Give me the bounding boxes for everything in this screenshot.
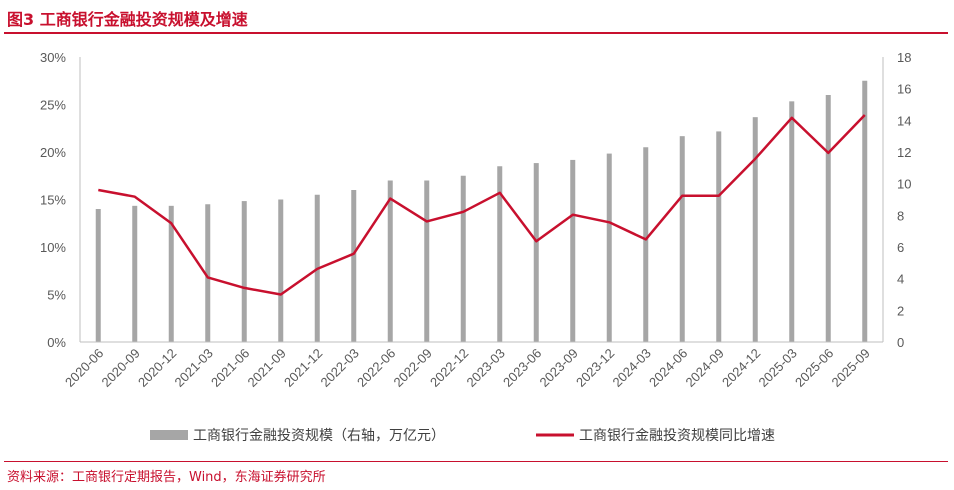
right-tick-label: 4 <box>897 272 904 287</box>
legend-bar-label: 工商银行金融投资规模（右轴，万亿元） <box>193 428 445 444</box>
bar-2021-06 <box>241 201 247 342</box>
right-tick-label: 10 <box>897 177 911 192</box>
bar-2024-06 <box>679 136 685 342</box>
footer-divider <box>4 461 948 462</box>
x-tick-label: 2023-03 <box>464 346 508 390</box>
x-tick-label: 2020-12 <box>135 346 179 390</box>
bar-2023-06 <box>533 163 539 342</box>
bar-2025-06 <box>825 95 831 342</box>
x-tick-label: 2021-09 <box>245 346 289 390</box>
left-tick-label: 0% <box>47 335 66 350</box>
legend-bar-swatch <box>150 430 188 440</box>
title-divider <box>4 32 948 34</box>
x-tick-label: 2020-06 <box>62 346 106 390</box>
x-tick-label: 2023-12 <box>573 346 617 390</box>
x-tick-label: 2021-06 <box>208 346 252 390</box>
bar-2020-06 <box>95 209 101 342</box>
x-tick-label: 2023-06 <box>500 346 544 390</box>
bar-2022-06 <box>387 180 393 342</box>
source-note: 资料来源：工商银行定期报告，Wind，东海证券研究所 <box>7 470 326 485</box>
x-tick-label: 2025-09 <box>829 346 873 390</box>
x-tick-label: 2020-09 <box>99 346 143 390</box>
x-tick-label: 2021-03 <box>172 346 216 390</box>
x-tick-label: 2024-06 <box>646 346 690 390</box>
x-tick-label: 2025-06 <box>792 346 836 390</box>
x-tick-label: 2023-09 <box>537 346 581 390</box>
bar-2025-03 <box>789 101 795 342</box>
x-tick-label: 2021-12 <box>281 346 325 390</box>
bar-2021-03 <box>205 204 211 342</box>
right-tick-label: 14 <box>897 113 911 128</box>
growth-line <box>98 114 866 296</box>
x-tick-label: 2024-09 <box>683 346 727 390</box>
bar-2023-03 <box>497 166 503 342</box>
right-tick-label: 18 <box>897 50 911 65</box>
bar-2024-12 <box>752 117 758 343</box>
right-tick-label: 2 <box>897 303 904 318</box>
x-tick-label: 2024-12 <box>719 346 763 390</box>
bar-2022-03 <box>351 190 357 342</box>
left-tick-label: 30% <box>40 50 66 65</box>
figure-title: 图3 工商银行金融投资规模及增速 <box>7 10 248 29</box>
chart: 0% 5% 10% 15% 20% 25% 30% 0 2 4 6 8 10 12 14 16 18 2020… <box>40 50 912 444</box>
legend-line-label: 工商银行金融投资规模同比增速 <box>579 428 775 444</box>
right-tick-label: 8 <box>897 208 904 223</box>
bar-2023-12 <box>606 153 612 342</box>
bar-2022-09 <box>424 180 430 342</box>
right-tick-label: 6 <box>897 240 904 255</box>
right-tick-label: 0 <box>897 335 904 350</box>
x-tick-label: 2022-06 <box>354 346 398 390</box>
bar-2025-09 <box>862 80 868 342</box>
left-tick-label: 25% <box>40 98 66 113</box>
x-tick-label: 2022-12 <box>427 346 471 390</box>
left-tick-label: 15% <box>40 193 66 208</box>
bar-2023-09 <box>570 159 576 342</box>
left-tick-label: 5% <box>47 288 66 303</box>
bar-2024-09 <box>716 131 722 342</box>
x-tick-label: 2024-03 <box>610 346 654 390</box>
bar-2020-09 <box>132 205 138 342</box>
right-tick-label: 12 <box>897 145 911 160</box>
right-tick-label: 16 <box>897 82 911 97</box>
bar-2020-12 <box>168 205 174 342</box>
left-tick-label: 10% <box>40 240 66 255</box>
bar-2022-12 <box>460 175 466 342</box>
x-tick-label: 2022-03 <box>318 346 362 390</box>
left-tick-label: 20% <box>40 145 66 160</box>
x-tick-label: 2025-03 <box>756 346 800 390</box>
x-tick-label: 2022-09 <box>391 346 435 390</box>
bar-2024-03 <box>643 147 649 342</box>
bar-2021-09 <box>278 199 284 342</box>
